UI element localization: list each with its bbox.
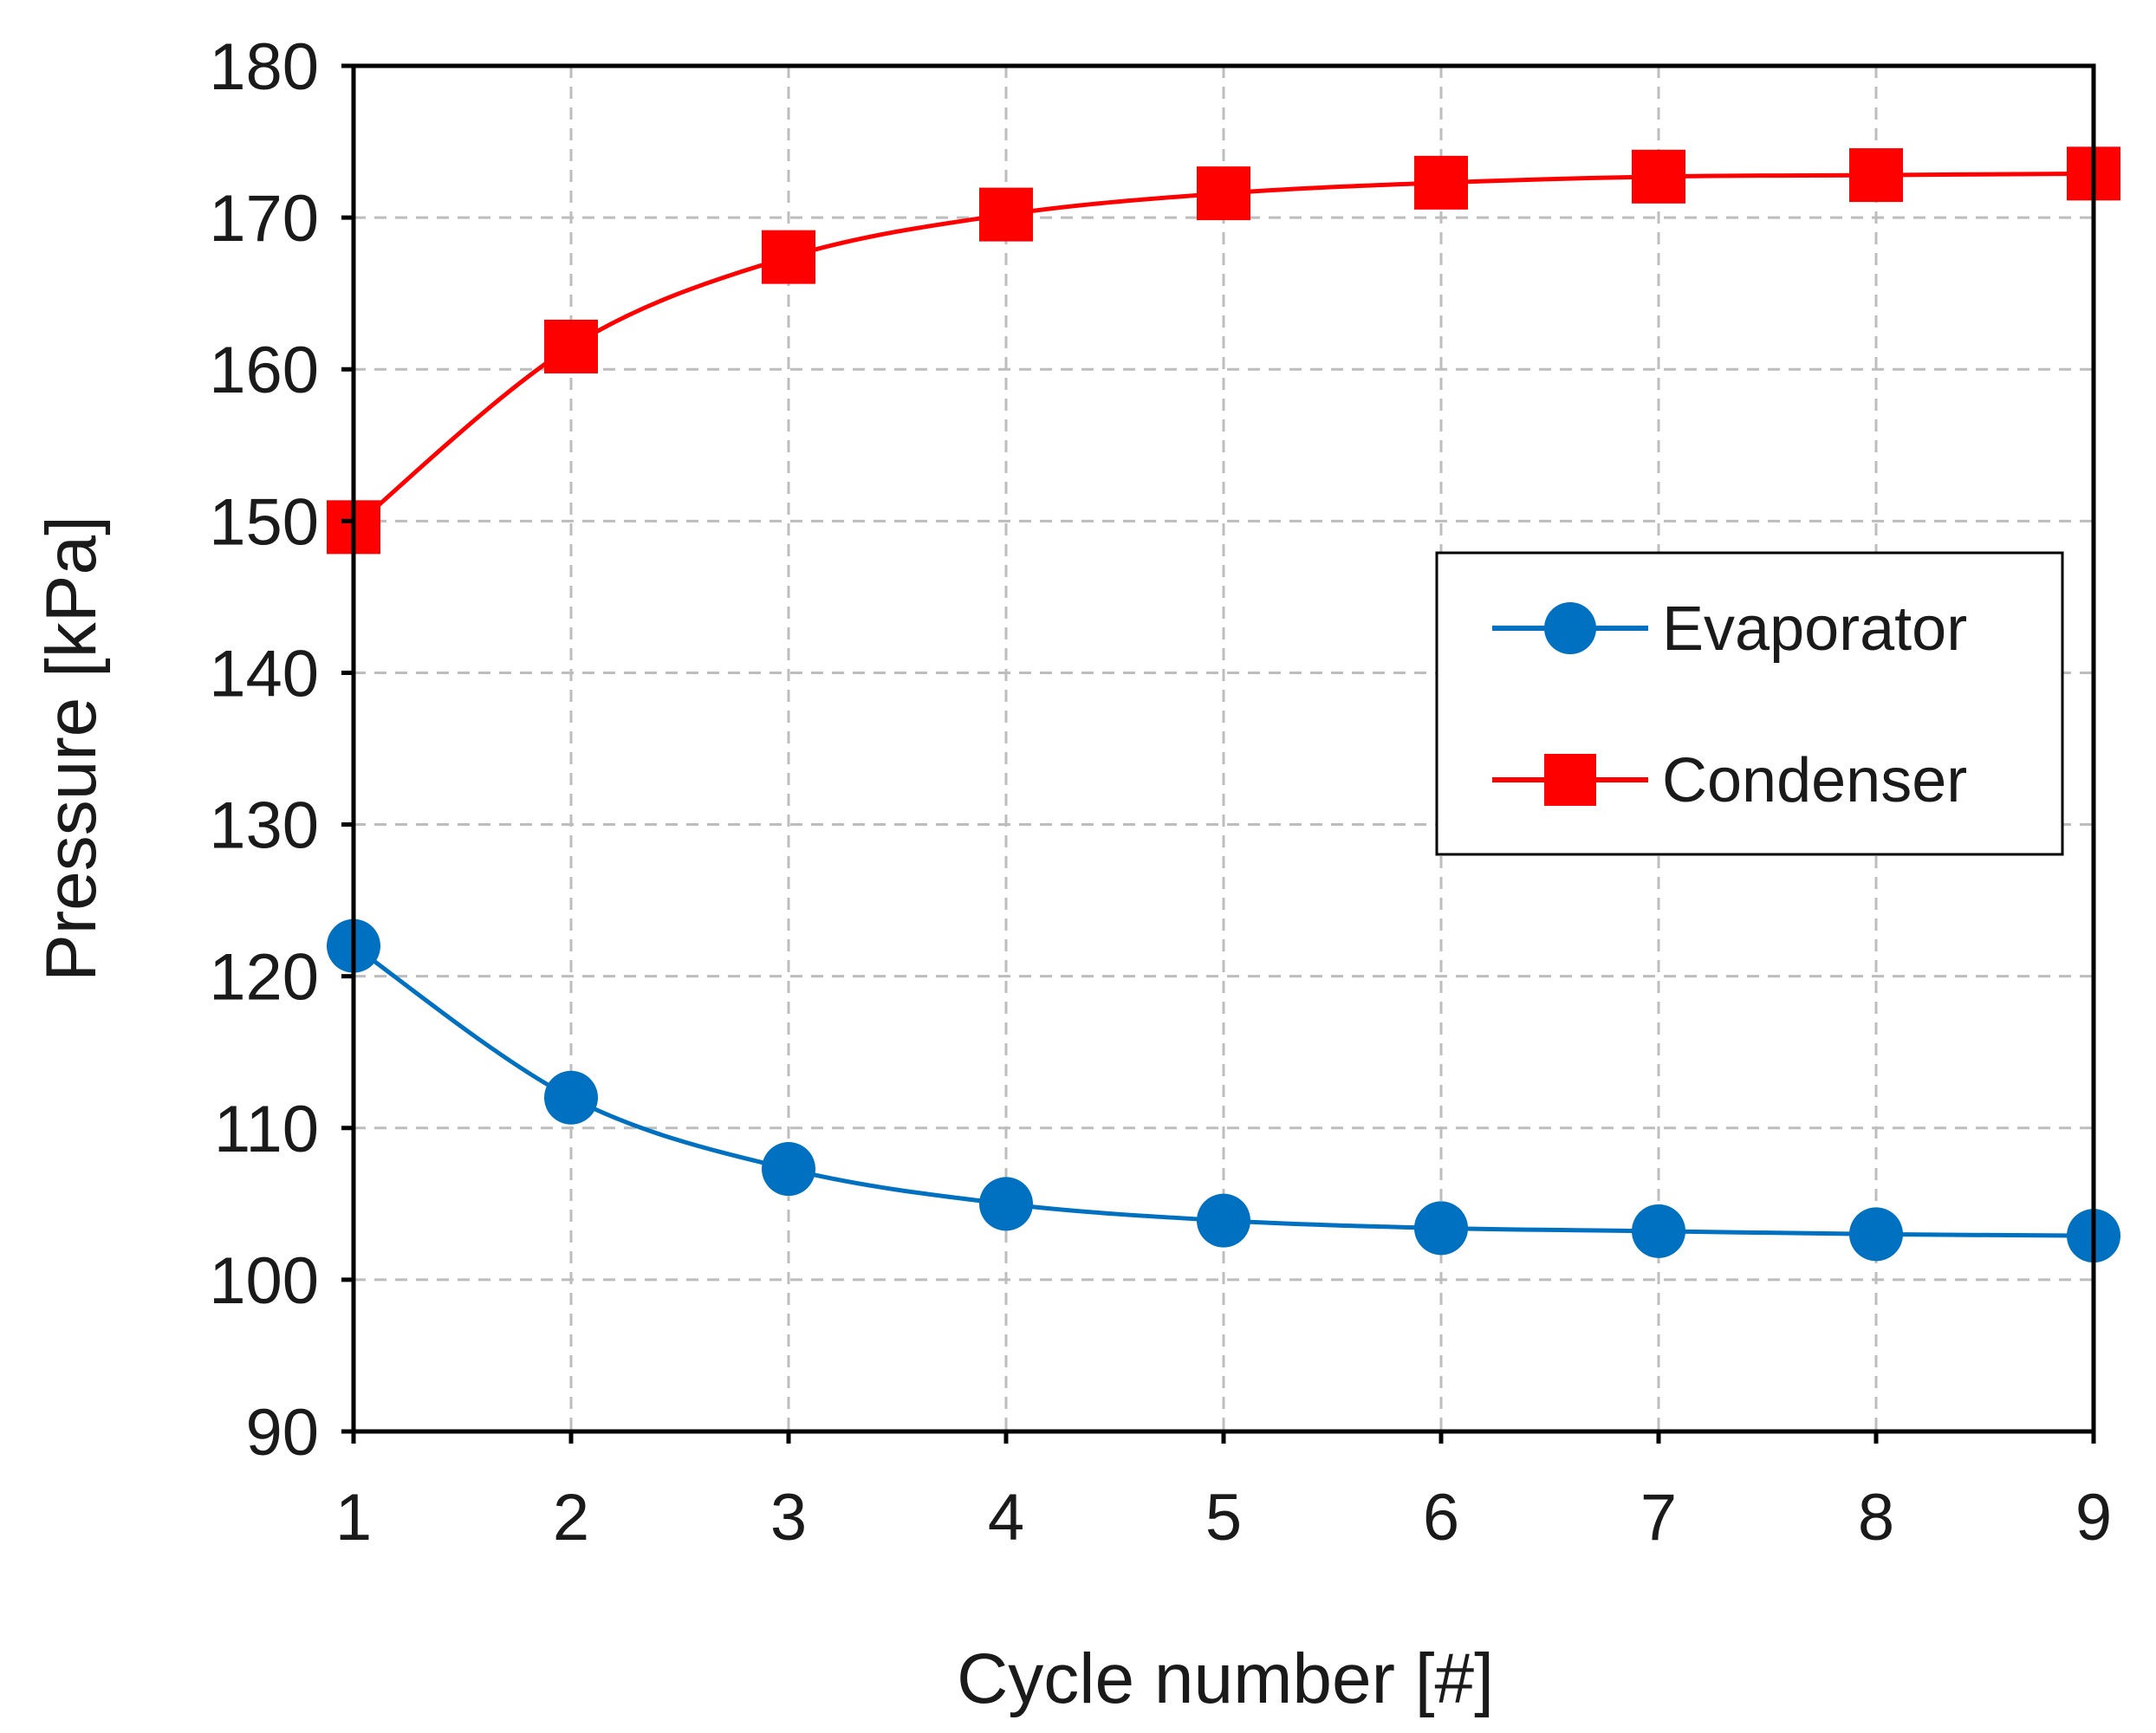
x-tick-label: 9 [2075,1481,2112,1555]
x-tick-label: 7 [1640,1481,1677,1555]
data-point-evaporator [1632,1204,1685,1258]
y-tick-label: 150 [209,485,319,559]
x-tick-label: 8 [1858,1481,1894,1555]
data-point-evaporator [1197,1193,1250,1248]
x-axis-title: Cycle number [#] [957,1639,1494,1718]
data-point-evaporator [762,1142,815,1197]
data-point-condenser [1414,155,1468,210]
data-point-evaporator [544,1070,598,1125]
y-tick-label: 100 [209,1244,319,1318]
legend-evaporator-label: Evaporator [1662,594,1967,664]
x-tick-label: 4 [988,1481,1024,1555]
data-point-condenser [1632,149,1685,204]
data-point-condenser [1197,166,1250,221]
tick-labels: 90 100 110 120 130 140 150 160 170 180 1 2 3 4 5 6 7 8 9 [209,30,2112,1555]
x-tick-label: 3 [770,1481,807,1555]
data-point-condenser [1849,148,1903,203]
x-tick-label: 5 [1205,1481,1242,1555]
y-tick-label: 110 [214,1093,319,1166]
x-tick-label: 1 [335,1481,372,1555]
y-tick-label: 180 [209,30,319,104]
x-tick-label: 2 [553,1481,589,1555]
legend-condenser-marker [1544,754,1596,806]
y-tick-label: 160 [209,334,319,407]
plot-area [327,146,2120,1263]
y-tick-label: 120 [209,941,319,1015]
y-tick-label: 140 [209,637,319,711]
legend-evaporator-marker [1544,602,1596,654]
data-point-condenser [544,319,598,373]
axis-ticks [341,63,2096,1444]
data-point-evaporator [979,1177,1033,1231]
legend-box [1435,551,2064,856]
legend-condenser-label: Condenser [1662,746,1967,815]
data-point-condenser [762,230,815,284]
y-tick-label: 90 [245,1396,319,1470]
y-tick-label: 170 [209,182,319,256]
y-axis-title: Pressure [kPa] [32,516,111,982]
data-point-evaporator [1414,1201,1468,1256]
legend: Evaporator Condenser [1435,551,2064,856]
series-line-condenser [352,171,2094,529]
x-tick-label: 6 [1423,1481,1459,1555]
data-point-evaporator [1849,1207,1903,1262]
y-tick-label: 130 [209,789,319,863]
data-point-condenser [979,187,1033,242]
